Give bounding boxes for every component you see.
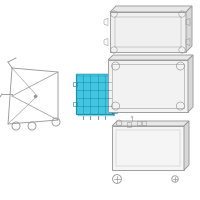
Polygon shape	[112, 121, 189, 126]
Polygon shape	[76, 74, 112, 114]
Polygon shape	[112, 74, 114, 116]
Polygon shape	[184, 121, 189, 170]
Polygon shape	[78, 76, 114, 116]
Polygon shape	[110, 12, 186, 52]
Polygon shape	[186, 6, 192, 52]
Polygon shape	[108, 60, 188, 112]
Polygon shape	[112, 126, 184, 170]
Polygon shape	[108, 55, 193, 60]
Polygon shape	[188, 55, 193, 112]
Polygon shape	[110, 6, 192, 12]
Polygon shape	[76, 74, 114, 76]
